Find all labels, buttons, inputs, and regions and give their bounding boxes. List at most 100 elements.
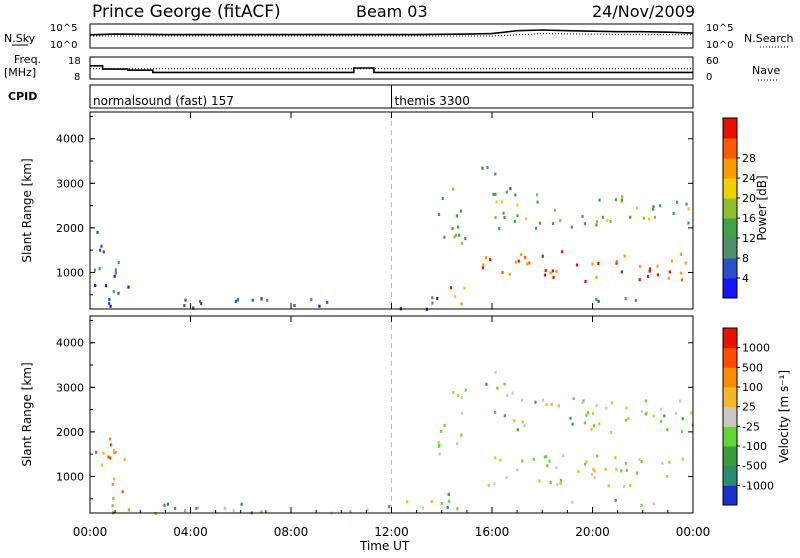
data-cell [495,200,498,204]
noise-left-tick-top: 10^5 [50,23,77,34]
data-cell [648,267,652,271]
data-cell [184,509,187,513]
data-cell [595,220,598,224]
data-cell [456,442,459,446]
cpid-label: CPID [8,90,37,103]
data-cell [545,455,548,459]
y-tick-label: 1000 [56,470,84,483]
data-cell [663,414,666,418]
data-cell [552,222,555,226]
data-cell [549,271,552,275]
data-cell [648,269,651,273]
data-cell [681,417,684,421]
data-cell [620,200,623,204]
data-cell [517,259,520,263]
data-cell [166,502,169,506]
noise-left-label: N.Sky [4,32,36,45]
data-cell [516,203,519,207]
data-cell [652,502,655,506]
data-cell [584,280,587,283]
data-cell [521,420,524,424]
data-cell [546,464,549,468]
data-cell [520,253,523,257]
data-cell [513,219,516,223]
data-cell [421,506,424,510]
data-cell [104,284,108,288]
data-cell [431,296,434,300]
data-cell [625,406,628,410]
data-cell [464,237,467,241]
data-cell [554,208,557,212]
data-cell [690,411,693,415]
data-cell [493,482,496,486]
data-cell [196,506,199,510]
data-cell [555,269,558,273]
data-cell [108,301,111,305]
data-cell [541,398,544,402]
data-cell [117,261,120,265]
frequency-left-label: Freq. [14,53,41,66]
y-axis-label: Slant Range [km] [20,362,34,466]
data-cell [635,206,638,210]
colorbar-frame [722,327,738,506]
data-cell [113,274,116,278]
data-cell [679,399,682,403]
frequency-panel-frame [89,56,694,80]
data-cell [198,299,202,303]
data-cell [555,466,558,470]
data-cell [406,500,409,504]
data-cell [460,396,463,400]
frequency-left-tick-bottom: 8 [74,72,80,83]
data-cell [452,391,455,394]
colorbar-tick-label: -100 [742,440,767,453]
data-cell [685,202,688,206]
data-cell [195,506,198,510]
data-cell [453,295,457,299]
data-cell [453,235,456,239]
data-cell [481,166,484,170]
data-cell [457,225,460,229]
data-cell [635,471,639,475]
data-cell [496,386,499,390]
data-cell [93,268,96,272]
data-cell [532,457,535,461]
colorbar-swatch [723,118,737,139]
data-cell [680,271,683,275]
data-cell [451,227,454,231]
data-cell [482,263,485,267]
data-cell [526,262,529,266]
data-cell [656,273,659,277]
data-cell [572,397,575,401]
station-title: Prince George (fitACF) [92,2,281,22]
data-cell [592,424,596,428]
data-cell [184,298,187,302]
data-cell [440,502,443,506]
noise-series-search [90,33,694,37]
data-cell [577,469,580,473]
data-cell [596,454,599,458]
data-cell [464,388,467,392]
data-cell [629,484,632,487]
data-cell [625,468,628,472]
x-tick-label: 08:00 [274,525,309,539]
colorbar-swatch [723,426,737,447]
data-cell [436,296,439,300]
x-tick-label: 16:00 [475,525,510,539]
data-cell [595,297,598,301]
data-cell [109,304,112,308]
data-cell [516,214,519,218]
data-cell [96,230,99,234]
data-cell [581,401,584,405]
data-cell [114,268,117,272]
data-cell [514,260,517,264]
data-cell [614,456,617,460]
colorbar-swatch [723,387,737,408]
data-cell [456,507,459,511]
data-cell [163,503,166,507]
data-cell [534,400,537,404]
data-cell [494,216,497,219]
data-cell [571,422,574,426]
data-cell [624,461,628,465]
data-cell [559,478,562,482]
data-cell [593,475,596,479]
